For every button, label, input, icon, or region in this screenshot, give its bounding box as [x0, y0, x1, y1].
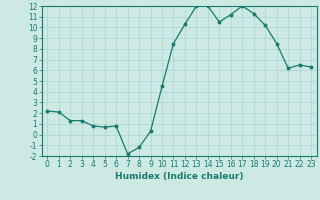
X-axis label: Humidex (Indice chaleur): Humidex (Indice chaleur)	[115, 172, 244, 181]
